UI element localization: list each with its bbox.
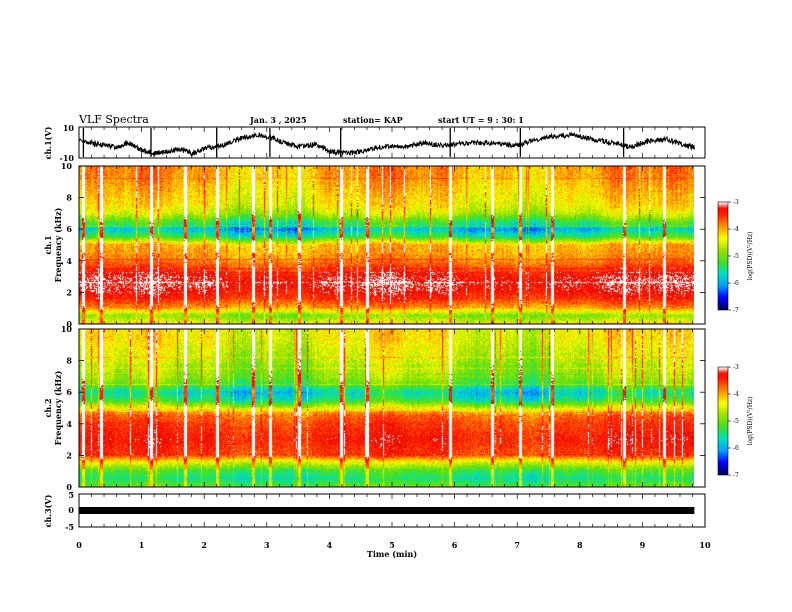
spec1-ylabel-frequency: Frequency (kHz) bbox=[53, 207, 63, 282]
freq-tick-label: 8 bbox=[66, 356, 72, 366]
colorbar-tick-label: -4 bbox=[733, 391, 739, 398]
x-axis-tick-labels: 0 1 2 3 4 5 6 7 8 9 10 bbox=[76, 540, 711, 550]
spectrogram-ch2-image bbox=[79, 329, 694, 487]
ch3-ylabel: ch.3(V) bbox=[43, 494, 53, 527]
colorbar-tick-label: -7 bbox=[733, 472, 739, 479]
freq-tick-label: 2 bbox=[66, 450, 72, 460]
x-tick-label: 1 bbox=[139, 540, 145, 550]
colorbar-tick-label: -4 bbox=[733, 226, 739, 233]
x-axis-ticks bbox=[78, 127, 706, 527]
ch3-tick-top: 5 bbox=[68, 490, 74, 500]
header-station: station= KAP bbox=[343, 115, 403, 125]
freq-tick-label: 10 bbox=[61, 161, 73, 171]
colorbar-tick-label: -6 bbox=[733, 445, 739, 452]
spec1-ylabel-channel: ch.1 bbox=[43, 235, 53, 254]
x-axis-label: Time (min) bbox=[367, 549, 417, 559]
ch3-tick-mid: 0 bbox=[68, 505, 74, 515]
x-tick-label: 0 bbox=[76, 540, 82, 550]
freq-tick-label: 6 bbox=[66, 387, 72, 397]
colorbar-tick-label: -6 bbox=[733, 280, 739, 287]
x-tick-label: 9 bbox=[640, 540, 646, 550]
x-tick-label: 6 bbox=[452, 540, 458, 550]
spectrogram-ch1-panel: 0 2 4 6 8 10 ch.1 Frequency (kHz) bbox=[43, 161, 706, 329]
x-tick-label: 7 bbox=[514, 540, 520, 550]
x-tick-label: 3 bbox=[264, 540, 270, 550]
colorbar-tick-label: -3 bbox=[733, 364, 739, 371]
colorbar-tick-label: -3 bbox=[733, 199, 739, 206]
colorbar-ch2-gradient bbox=[718, 367, 728, 475]
header-title: VLF Spectra bbox=[78, 113, 149, 126]
ch3-tick-bottom: -5 bbox=[65, 522, 74, 532]
freq-tick-label: 6 bbox=[66, 224, 72, 234]
freq-tick-label: 4 bbox=[66, 256, 72, 266]
x-tick-label: 8 bbox=[577, 540, 583, 550]
freq-tick-label: 10 bbox=[61, 324, 73, 334]
ch3-waveform-band bbox=[79, 507, 695, 514]
ch1-tick-bottom: -10 bbox=[60, 153, 75, 163]
freq-tick-label: 2 bbox=[66, 287, 72, 297]
spec2-ylabel-frequency: Frequency (kHz) bbox=[53, 370, 63, 445]
ch1-tick-top: 10 bbox=[63, 123, 75, 133]
spec1-image-holder bbox=[79, 166, 694, 324]
header-date: Jan. 3 , 2025 bbox=[249, 115, 307, 125]
colorbar-ch2: -3 -4 -5 -6 -7 log(PSD)(V²/Hz) bbox=[717, 364, 754, 479]
x-tick-label: 10 bbox=[699, 540, 711, 550]
colorbar-ch1-ticks: -3 -4 -5 -6 -7 bbox=[728, 199, 739, 314]
colorbar-ch1-gradient bbox=[718, 202, 728, 310]
freq-tick-label: 0 bbox=[66, 482, 72, 492]
freq-tick-label: 0 bbox=[66, 319, 72, 329]
colorbar-ch1: -3 -4 -5 -6 -7 log(PSD)(V²/Hz) bbox=[717, 199, 754, 314]
ch1-waveform-panel: 10 -10 ch.1(V) bbox=[43, 123, 706, 163]
spec2-y-ticks: 0 2 4 6 8 10 bbox=[61, 324, 705, 492]
x-tick-label: 5 bbox=[389, 540, 395, 550]
colorbar-ch2-label: log(PSD)(V²/Hz) bbox=[747, 397, 754, 446]
spec1-y-ticks: 0 2 4 6 8 10 bbox=[61, 161, 705, 329]
ch1-ylabel: ch.1(V) bbox=[43, 126, 53, 159]
ch1-waveform-line bbox=[78, 131, 695, 157]
colorbar-ch1-label: log(PSD)(V²/Hz) bbox=[747, 232, 754, 281]
freq-tick-label: 8 bbox=[66, 193, 72, 203]
x-tick-label: 2 bbox=[201, 540, 207, 550]
colorbar-ch2-holder bbox=[718, 367, 728, 475]
x-tick-label: 4 bbox=[327, 540, 333, 550]
freq-tick-label: 4 bbox=[66, 419, 72, 429]
ch3-waveform-panel: 5 0 -5 ch.3(V) bbox=[43, 490, 706, 532]
colorbar-ch2-ticks: -3 -4 -5 -6 -7 bbox=[728, 364, 739, 479]
colorbar-tick-label: -5 bbox=[733, 253, 739, 260]
spectrogram-ch2-panel: 0 2 4 6 8 10 ch.2 Frequency (kHz) bbox=[43, 324, 706, 492]
colorbar-ch1-holder bbox=[718, 202, 728, 310]
header-start: start UT = 9 : 30: 1 bbox=[438, 115, 524, 125]
spec2-image-holder bbox=[79, 329, 694, 487]
ch1-spikes bbox=[82, 128, 625, 157]
spec2-ylabel-channel: ch.2 bbox=[43, 398, 53, 417]
colorbar-tick-label: -7 bbox=[733, 307, 739, 314]
colorbar-tick-label: -5 bbox=[733, 418, 739, 425]
spectrogram-ch1-image bbox=[79, 166, 694, 324]
